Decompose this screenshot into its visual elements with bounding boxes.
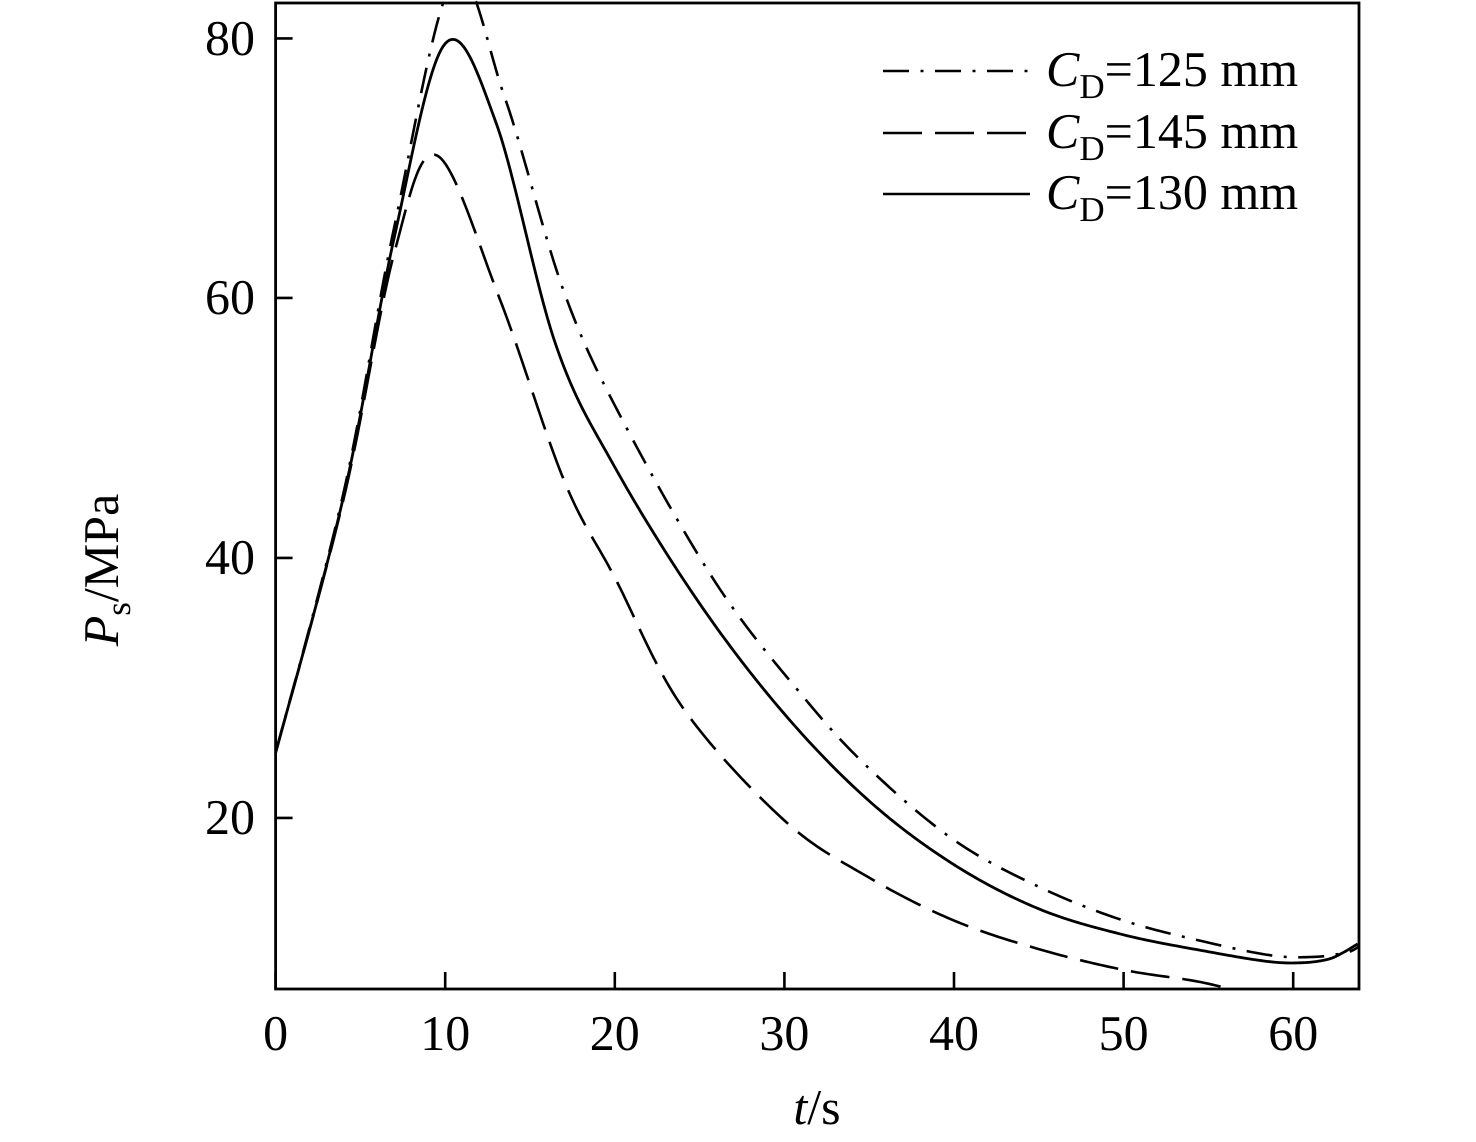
svg-text:50: 50 — [1099, 1005, 1149, 1061]
svg-text:20: 20 — [590, 1005, 640, 1061]
svg-text:20: 20 — [205, 789, 255, 845]
svg-text:80: 80 — [205, 10, 255, 66]
svg-text:Ps/MPa: Ps/MPa — [73, 494, 138, 648]
svg-text:40: 40 — [929, 1005, 979, 1061]
svg-text:40: 40 — [205, 529, 255, 585]
svg-text:CD=125 mm: CD=125 mm — [1046, 41, 1298, 106]
svg-text:30: 30 — [759, 1005, 809, 1061]
svg-text:10: 10 — [420, 1005, 470, 1061]
svg-text:t/s: t/s — [793, 1079, 840, 1135]
svg-text:CD=130 mm: CD=130 mm — [1046, 164, 1298, 229]
svg-text:60: 60 — [205, 269, 255, 325]
svg-text:0: 0 — [263, 1005, 288, 1061]
svg-text:CD=145 mm: CD=145 mm — [1046, 103, 1298, 168]
svg-text:60: 60 — [1268, 1005, 1318, 1061]
